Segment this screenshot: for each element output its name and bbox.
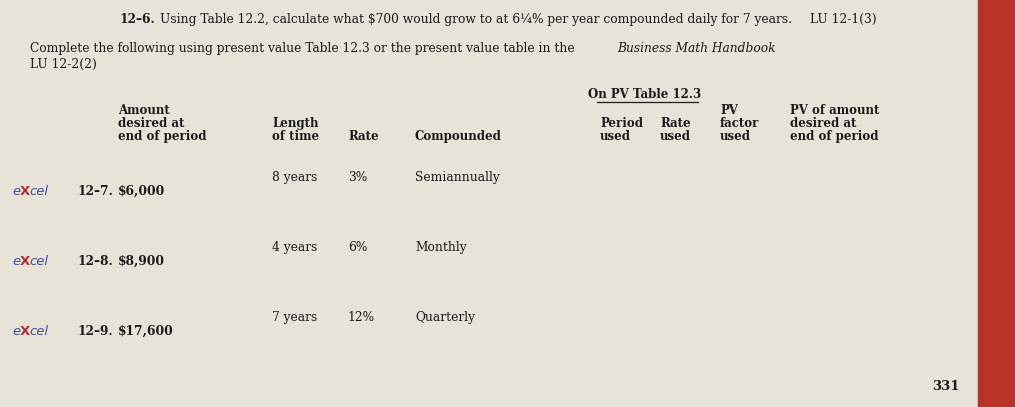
Text: 12–7.: 12–7. — [78, 185, 114, 198]
Text: On PV Table 12.3: On PV Table 12.3 — [589, 88, 701, 101]
Text: 7 years: 7 years — [272, 311, 318, 324]
Text: LU 12-1(3): LU 12-1(3) — [810, 13, 877, 26]
Text: $6,000: $6,000 — [118, 185, 165, 198]
Text: Quarterly: Quarterly — [415, 311, 475, 324]
Text: 8 years: 8 years — [272, 171, 318, 184]
Text: desired at: desired at — [790, 117, 857, 130]
Text: 12%: 12% — [348, 311, 376, 324]
Text: e: e — [12, 325, 20, 338]
Text: 12–8.: 12–8. — [78, 255, 114, 268]
Text: used: used — [720, 130, 751, 143]
Text: PV of amount: PV of amount — [790, 104, 879, 117]
Text: of time: of time — [272, 130, 319, 143]
Text: 4 years: 4 years — [272, 241, 318, 254]
Text: Compounded: Compounded — [415, 130, 501, 143]
Text: Complete the following using present value Table 12.3 or the present value table: Complete the following using present val… — [30, 42, 579, 55]
Text: cel: cel — [29, 185, 48, 198]
Text: e: e — [12, 185, 20, 198]
Text: X: X — [20, 255, 30, 268]
Text: Business Math Handbook: Business Math Handbook — [617, 42, 775, 55]
Bar — [978, 0, 1015, 407]
Text: cel: cel — [29, 325, 48, 338]
Text: cel: cel — [29, 255, 48, 268]
Text: used: used — [600, 130, 631, 143]
Text: Amount: Amount — [118, 104, 170, 117]
Text: 6%: 6% — [348, 241, 367, 254]
Text: $8,900: $8,900 — [118, 255, 165, 268]
Text: $17,600: $17,600 — [118, 325, 174, 338]
Text: 12–6.: 12–6. — [120, 13, 155, 26]
Text: PV: PV — [720, 104, 738, 117]
Text: used: used — [660, 130, 691, 143]
Text: Using Table 12.2, calculate what $700 would grow to at 6¼% per year compounded d: Using Table 12.2, calculate what $700 wo… — [160, 13, 792, 26]
Text: 12–9.: 12–9. — [78, 325, 114, 338]
Text: .: . — [739, 42, 743, 55]
Text: 3%: 3% — [348, 171, 367, 184]
Text: LU 12-2(2): LU 12-2(2) — [30, 58, 96, 71]
Text: factor: factor — [720, 117, 759, 130]
Text: Length: Length — [272, 117, 319, 130]
Text: 331: 331 — [933, 380, 960, 393]
Text: end of period: end of period — [118, 130, 206, 143]
Text: Monthly: Monthly — [415, 241, 467, 254]
Text: X: X — [20, 325, 30, 338]
Text: Rate: Rate — [660, 117, 690, 130]
Text: desired at: desired at — [118, 117, 185, 130]
Text: e: e — [12, 255, 20, 268]
Text: X: X — [20, 185, 30, 198]
Text: end of period: end of period — [790, 130, 879, 143]
Text: Period: Period — [600, 117, 642, 130]
Text: Semiannually: Semiannually — [415, 171, 499, 184]
Text: Rate: Rate — [348, 130, 379, 143]
